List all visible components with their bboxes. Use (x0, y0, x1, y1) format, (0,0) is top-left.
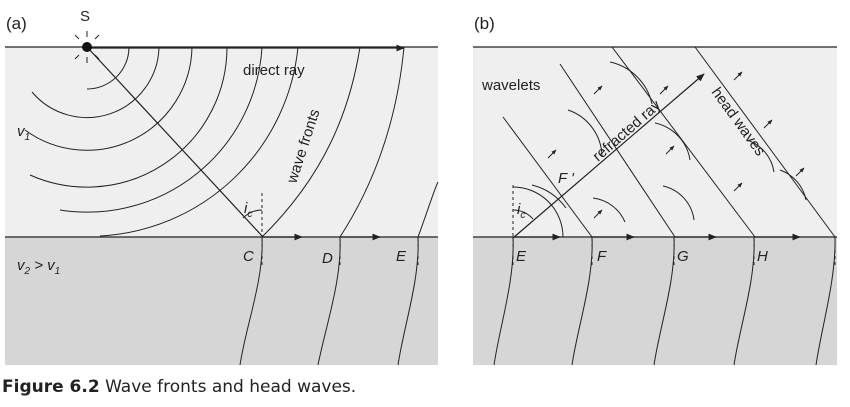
wave-fronts-lower-b (493, 236, 836, 366)
figure-number: Figure 6.2 (2, 377, 100, 397)
point-g-label: G (677, 248, 689, 265)
point-c-label: C (243, 248, 254, 265)
point-d-label: D (322, 250, 333, 267)
v1-label: v1 (17, 123, 30, 143)
source-label: S (80, 8, 90, 25)
upper-layer-a (5, 47, 438, 237)
critical-angle-arc-a (242, 209, 263, 219)
critical-angle-label-b: ic (517, 201, 525, 221)
point-e-b-label: E (516, 248, 527, 265)
panel-b: (b) wavelets refracted ray head waves F … (473, 14, 837, 366)
critical-angle-label-a: ic (244, 200, 252, 220)
refracted-ray-arrow (512, 73, 705, 239)
point-f-label: F (597, 248, 607, 265)
point-e-label: E (396, 248, 407, 265)
wavelets-label: wavelets (481, 77, 540, 94)
dashed-verticals-a (261, 238, 419, 268)
upper-layer-b (473, 47, 837, 237)
panel-a-label: (a) (6, 14, 27, 33)
lower-layer-b (473, 237, 837, 365)
figure-caption: Figure 6.2 Wave fronts and head waves. (2, 377, 356, 397)
direct-ray-label: direct ray (243, 62, 305, 79)
source-symbol (71, 31, 103, 63)
incident-ray (86, 46, 264, 238)
lower-layer-a (5, 237, 438, 365)
f-prime-label: F ' (558, 170, 575, 187)
panel-b-label: (b) (474, 14, 495, 33)
v2-relation-label: v2 > v1 (17, 257, 60, 277)
propagation-arrows (547, 71, 805, 219)
caption-text: Wave fronts and head waves. (99, 377, 357, 397)
wavelet-arcs (512, 61, 807, 238)
critical-angle-arc-b (512, 209, 534, 220)
wave-fronts-upper (24, 46, 439, 238)
panel-a: (a) S direct ray wave fronts v1 v2 > v1 … (5, 8, 439, 366)
point-h-label: H (757, 248, 768, 265)
